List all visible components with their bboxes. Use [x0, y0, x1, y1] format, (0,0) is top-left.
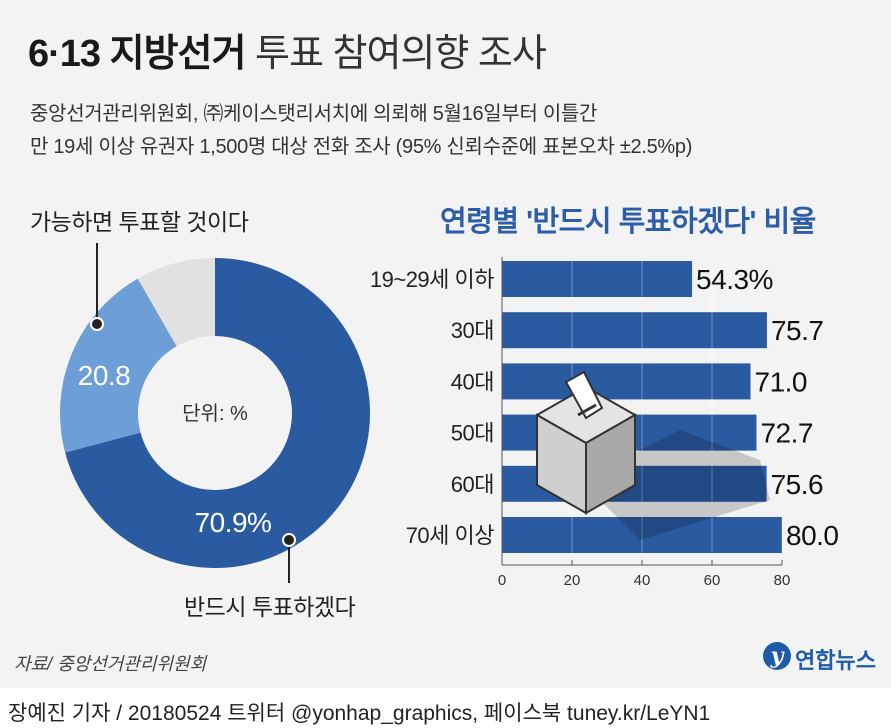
bar-category-label: 60대 — [451, 472, 494, 497]
callout-dot — [282, 533, 296, 547]
subtitle-line-1: 중앙선거관리위원회, ㈜케이스탯리서치에 의뢰해 5월16일부터 이틀간 — [30, 103, 598, 125]
x-tick-label: 40 — [634, 572, 651, 589]
bar-category-label: 30대 — [451, 318, 494, 343]
bar-value-label: 71.0 — [755, 366, 808, 397]
bar-chart: 19~29세 이하 54.3% 30대 75.7 40대 71.0 50대 72.7 60대 75… — [370, 257, 839, 589]
pie-legend-label: 반드시 투표하겠다 — [184, 594, 356, 620]
x-tick-label: 20 — [564, 572, 581, 589]
bar-value-label: 75.6 — [771, 469, 824, 500]
subtitle-line-2: 만 19세 이상 유권자 1,500명 대상 전화 조사 (95% 신뢰수준에 … — [30, 136, 693, 158]
bar-category-label: 19~29세 이하 — [370, 267, 494, 292]
ballot-slot — [577, 403, 597, 417]
callout-dot — [90, 317, 104, 331]
pie-legend-label: 가능하면 투표할 것이다 — [30, 209, 249, 235]
bar — [502, 517, 782, 553]
bar-value-label: 80.0 — [786, 520, 839, 551]
yonhap-logo-mark: y — [763, 642, 791, 670]
bar-category-label: 70세 이상 — [406, 523, 495, 548]
credit-line: 장예진 기자 / 20180524 트위터 @yonhap_graphics, … — [8, 702, 711, 725]
pie-slice-1 — [59, 278, 177, 453]
bar — [502, 261, 693, 297]
donut-hole — [139, 337, 291, 489]
bar-value-label: 72.7 — [760, 418, 813, 449]
bar-chart-title: 연령별 '반드시 투표하겠다' 비율 — [440, 206, 816, 238]
bar-value-label: 54.3% — [696, 264, 773, 295]
x-tick-label: 0 — [498, 572, 506, 589]
bar — [502, 363, 751, 400]
title-light: 투표 참여의향 조사 — [255, 33, 547, 75]
pie-slice-0 — [65, 258, 370, 568]
yonhap-logo-text: 연합뉴스 — [795, 648, 876, 673]
source-note: 자료/ 중앙선거관리위원회 — [14, 654, 207, 674]
x-tick-label: 60 — [704, 572, 721, 589]
title-bold: 6·13 지방선거 — [28, 33, 246, 75]
bar-category-label: 50대 — [451, 421, 494, 446]
bar-category-label: 40대 — [451, 369, 494, 394]
x-tick-label: 80 — [774, 572, 791, 589]
donut-unit-label: 단위: % — [182, 402, 248, 425]
pie-value-label: 70.9% — [195, 507, 272, 538]
ballot-box-illustration — [534, 370, 770, 540]
bar-value-label: 75.7 — [771, 315, 824, 346]
page-title: 6·13 지방선거 투표 참여의향 조사 — [28, 22, 547, 77]
pie-value-label: 20.8 — [78, 360, 131, 391]
ballot-box-right — [585, 413, 636, 515]
bar — [502, 312, 767, 349]
pie-slice-2 — [137, 258, 215, 347]
